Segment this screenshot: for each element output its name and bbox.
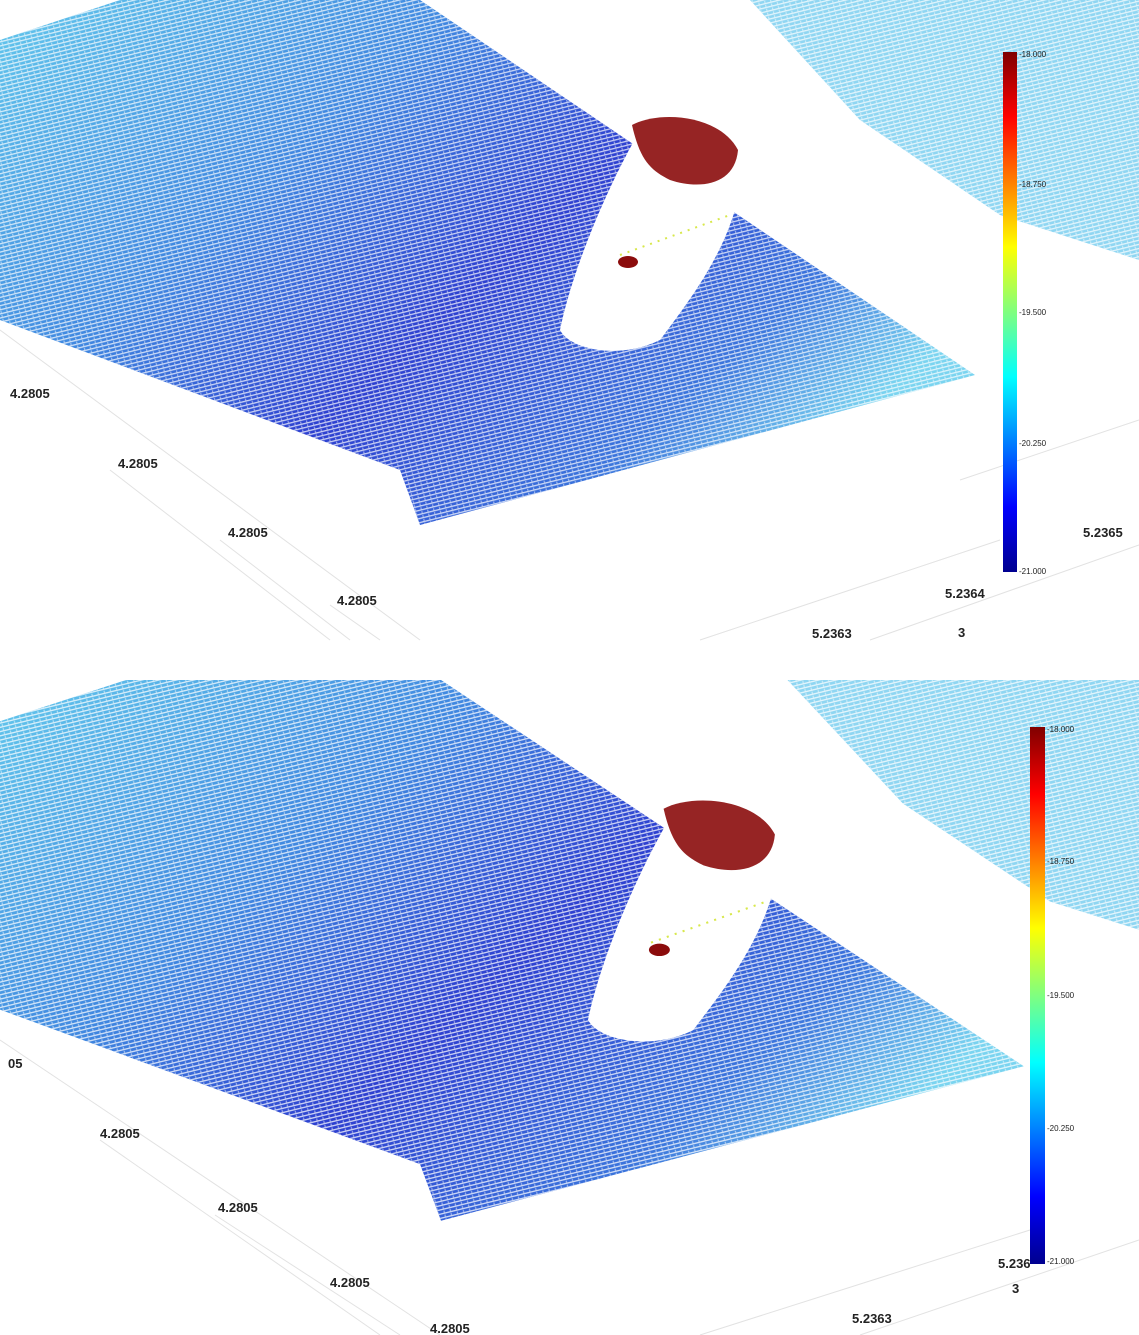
axis-label: 4.2805 xyxy=(100,1126,140,1141)
axis-label: 5.2363 xyxy=(852,1311,892,1326)
colorbar-tick: -20.250 xyxy=(1019,439,1047,448)
grid xyxy=(0,329,1139,641)
grid xyxy=(0,1039,1139,1335)
colorbar-tick: -19.500 xyxy=(1019,308,1047,317)
point-cloud xyxy=(0,0,1139,526)
colorbar-tick: -18.750 xyxy=(1047,857,1075,866)
panel-2: 05 4.2805 4.2805 4.2805 4.2805 5.236 5.2… xyxy=(0,678,1139,1335)
axis-label: 4.2805 xyxy=(10,386,50,401)
axis-label: 4.2805 xyxy=(337,593,377,608)
axis-label: 4.2805 xyxy=(218,1200,258,1215)
axis-label: 5.236 xyxy=(998,1256,1031,1271)
axis-label: 05 xyxy=(8,1056,22,1071)
axis-label: 4.2805 xyxy=(118,456,158,471)
panel-1: 4.2805 4.2805 4.2805 4.2805 5.2365 5.236… xyxy=(0,0,1139,641)
colorbar-tick: -20.250 xyxy=(1047,1124,1075,1133)
colorbar-tick: -21.000 xyxy=(1019,567,1047,576)
colorbar xyxy=(1003,52,1017,572)
colorbar-tick: -19.500 xyxy=(1047,991,1075,1000)
axis-label: 5.2363 xyxy=(812,626,852,641)
point-cloud xyxy=(0,678,1139,1222)
colorbar-tick: -21.000 xyxy=(1047,1257,1075,1266)
axis-label: 5.2365 xyxy=(1083,525,1123,540)
colorbar-tick: -18.750 xyxy=(1019,180,1047,189)
colorbar xyxy=(1030,727,1045,1264)
axis-label: 4.2805 xyxy=(330,1275,370,1290)
axis-label: 4.2805 xyxy=(228,525,268,540)
axis-label: 4.2805 xyxy=(430,1321,470,1335)
colorbar-tick: -18.000 xyxy=(1019,50,1047,59)
colorbar-tick: -18.000 xyxy=(1047,725,1075,734)
axis-label: 5.2364 xyxy=(945,586,986,601)
axis-label: 3 xyxy=(1012,1281,1019,1296)
axis-label: 3 xyxy=(958,625,965,640)
